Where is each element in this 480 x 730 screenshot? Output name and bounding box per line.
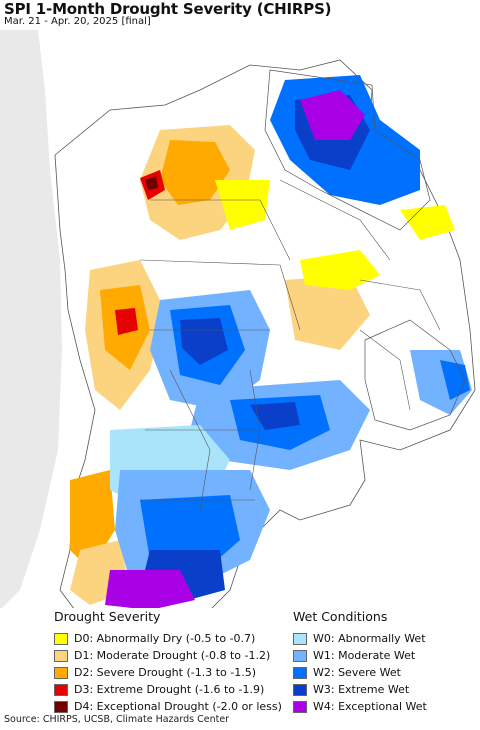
w4-patch-paraguay bbox=[300, 90, 365, 140]
swatch-d3 bbox=[54, 683, 68, 696]
d0-patch-north bbox=[215, 180, 270, 230]
legend-label-w3: W3: Extreme Wet bbox=[313, 683, 410, 696]
legend-item-w0: W0: Abnormally Wet bbox=[293, 630, 427, 647]
swatch-w3 bbox=[293, 683, 307, 696]
legend-label-w2: W2: Severe Wet bbox=[313, 666, 401, 679]
legend-label-d2: D2: Severe Drought (-1.3 to -1.5) bbox=[74, 666, 257, 679]
legend-label-d1: D1: Moderate Drought (-0.8 to -1.2) bbox=[74, 649, 271, 662]
province-boundaries bbox=[139, 179, 441, 511]
drought-legend: Drought Severity D0: Abnormally Dry (-0.… bbox=[54, 608, 282, 715]
legend-item-d3: D3: Extreme Drought (-1.6 to -1.9) bbox=[54, 681, 282, 698]
legend-item-w4: W4: Exceptional Wet bbox=[293, 698, 427, 715]
w4-patch-south bbox=[105, 570, 195, 610]
swatch-d4 bbox=[54, 700, 68, 713]
map-subtitle: Mar. 21 - Apr. 20, 2025 [final] bbox=[4, 16, 151, 27]
d0-patch-ne bbox=[400, 205, 455, 240]
d3-patch-west bbox=[115, 308, 138, 335]
d4-patch-nw bbox=[145, 176, 158, 190]
w3-patch-pampas bbox=[250, 402, 300, 430]
legend-item-w3: W3: Extreme Wet bbox=[293, 681, 427, 698]
d2-patch-north bbox=[160, 140, 230, 205]
swatch-w2 bbox=[293, 666, 307, 679]
swatch-w0 bbox=[293, 632, 307, 645]
w2-patch-uruguay bbox=[440, 360, 470, 400]
legend-label-d4: D4: Exceptional Drought (-2.0 or less) bbox=[74, 700, 282, 713]
legend-item-w2: W2: Severe Wet bbox=[293, 664, 427, 681]
swatch-w4 bbox=[293, 700, 307, 713]
legend-label-d0: D0: Abnormally Dry (-0.5 to -0.7) bbox=[74, 632, 256, 645]
map-title: SPI 1-Month Drought Severity (CHIRPS) bbox=[4, 0, 332, 18]
swatch-d0 bbox=[54, 632, 68, 645]
source-credit: Source: CHIRPS, UCSB, Climate Hazards Ce… bbox=[4, 714, 230, 725]
pacific-coast-strip bbox=[0, 30, 62, 610]
legend-label-w0: W0: Abnormally Wet bbox=[313, 632, 426, 645]
legend-label-w4: W4: Exceptional Wet bbox=[313, 700, 427, 713]
legend-label-w1: W1: Moderate Wet bbox=[313, 649, 416, 662]
swatch-d2 bbox=[54, 666, 68, 679]
legend-item-d2: D2: Severe Drought (-1.3 to -1.5) bbox=[54, 664, 282, 681]
wet-legend-heading: Wet Conditions bbox=[293, 609, 388, 624]
legend-item-d0: D0: Abnormally Dry (-0.5 to -0.7) bbox=[54, 630, 282, 647]
legend-item-d1: D1: Moderate Drought (-0.8 to -1.2) bbox=[54, 647, 282, 664]
drought-map bbox=[0, 30, 480, 610]
legend: Drought Severity D0: Abnormally Dry (-0.… bbox=[0, 608, 480, 713]
legend-label-d3: D3: Extreme Drought (-1.6 to -1.9) bbox=[74, 683, 265, 696]
legend-item-d4: D4: Exceptional Drought (-2.0 or less) bbox=[54, 698, 282, 715]
d1-patch-east bbox=[285, 275, 370, 350]
swatch-w1 bbox=[293, 649, 307, 662]
uruguay-outline bbox=[364, 319, 466, 431]
wet-legend: Wet Conditions W0: Abnormally Wet W1: Mo… bbox=[293, 608, 427, 715]
drought-legend-heading: Drought Severity bbox=[54, 609, 161, 624]
legend-item-w1: W1: Moderate Wet bbox=[293, 647, 427, 664]
paraguay-outline bbox=[264, 69, 431, 231]
swatch-d1 bbox=[54, 649, 68, 662]
